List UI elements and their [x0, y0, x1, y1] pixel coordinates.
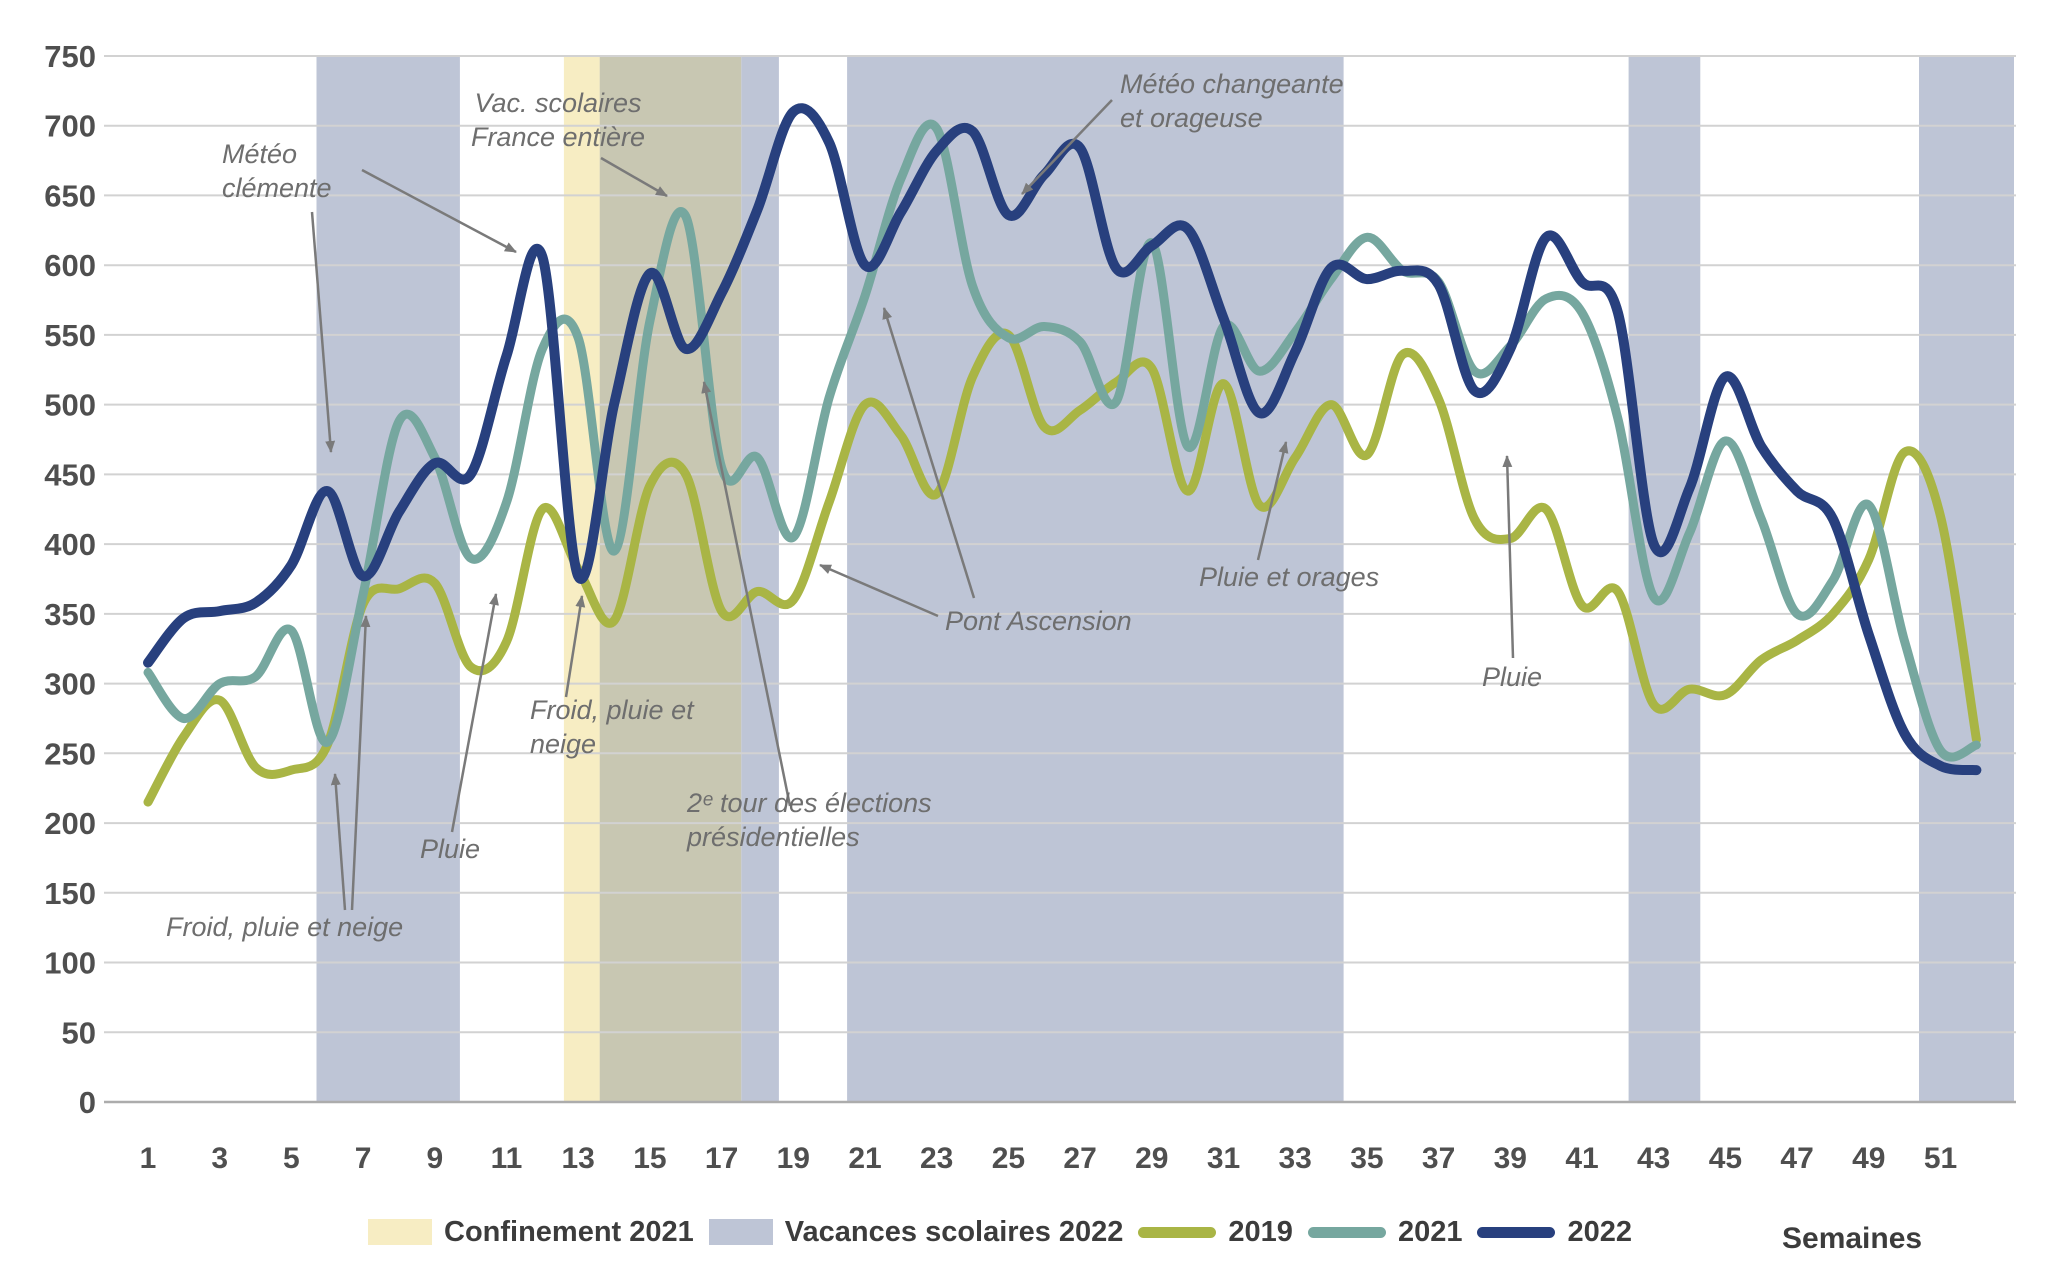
x-tick-label-9: 9 [426, 1142, 443, 1175]
x-tick-label-17: 17 [705, 1142, 738, 1175]
x-tick-label-1: 1 [140, 1142, 157, 1175]
x-tick-label-3: 3 [211, 1142, 228, 1175]
legend-item-legend-vacances-scolaires-2022: Vacances scolaires 2022 [708, 1215, 1124, 1249]
annotation-arrow-pont-ascension-2 [882, 307, 976, 599]
x-tick-label-31: 31 [1207, 1142, 1240, 1175]
y-tick-label-350: 350 [44, 597, 96, 632]
y-tick-label-750: 750 [44, 39, 96, 74]
annotation-text-vac-scolaires-france-entiere: Vac. scolaires France entière [471, 88, 645, 152]
x-tick-label-51: 51 [1924, 1142, 1957, 1175]
y-tick-label-700: 700 [44, 109, 96, 144]
x-tick-label-37: 37 [1422, 1142, 1455, 1175]
band-confinement-vacances-overlap [599, 56, 742, 1102]
legend-line-sample [1307, 1226, 1386, 1238]
x-tick-label-5: 5 [283, 1142, 300, 1175]
y-tick-label-250: 250 [44, 736, 96, 771]
annotation-text-meteo-clemente: Météo clémente [222, 139, 332, 203]
annotation-text-meteo-changeante-et-orageuse: Météo changeante et orageuse [1120, 69, 1344, 133]
y-tick-label-50: 50 [62, 1015, 96, 1050]
x-tick-label-47: 47 [1780, 1142, 1813, 1175]
annotation-arrow-meteo-clemente-1 [310, 211, 336, 453]
annotation-arrow-pont-ascension-1 [819, 563, 939, 618]
x-tick-label-25: 25 [992, 1142, 1025, 1175]
x-tick-label-7: 7 [355, 1142, 372, 1175]
annotation-arrow-second-tour-elections-presidentielles [701, 381, 792, 807]
y-tick-label-0: 0 [79, 1085, 96, 1120]
x-tick-label-29: 29 [1135, 1142, 1168, 1175]
legend-item-legend-confinement-2021: Confinement 2021 [368, 1216, 694, 1249]
x-tick-label-49: 49 [1852, 1142, 1885, 1175]
series-layer [143, 103, 1982, 807]
annotation-arrow-pluie-2 [1502, 455, 1515, 659]
x-tick-label-35: 35 [1350, 1142, 1383, 1175]
x-axis-labels: 1 3 5 7 9 11 13 15 17 19 21 23 25 27 29 31 33 35 37 39 41 43 4… [140, 1142, 1958, 1175]
y-tick-label-650: 650 [44, 178, 96, 213]
y-tick-label-300: 300 [44, 667, 96, 702]
x-tick-label-41: 41 [1565, 1142, 1598, 1175]
annotations-layer: Météo clémente Vac. scolaires France entièr… [166, 69, 1542, 942]
legend-color-swatch [368, 1219, 432, 1245]
x-tick-label-15: 15 [633, 1142, 666, 1175]
x-tick-label-19: 19 [777, 1142, 810, 1175]
y-tick-label-400: 400 [44, 527, 96, 562]
legend-item-legend-2019: 2019 [1138, 1216, 1293, 1249]
series-line-2021 [143, 119, 1981, 762]
x-tick-label-45: 45 [1709, 1142, 1742, 1175]
series-line-2022 [143, 103, 1982, 776]
y-tick-label-450: 450 [44, 457, 96, 492]
band-vacances-ete [847, 56, 1344, 1102]
annotation-text-pluie-2: Pluie [1482, 662, 1542, 692]
bands-layer [316, 56, 2014, 1102]
x-tick-label-33: 33 [1279, 1142, 1312, 1175]
legend-label: 2021 [1397, 1215, 1463, 1248]
legend-label: 2022 [1567, 1215, 1632, 1248]
annotation-arrow-vac-scolaires-france-entiere [600, 156, 668, 198]
annotation-arrow-froid-pluie-et-neige-2 [564, 595, 586, 698]
x-tick-label-13: 13 [562, 1142, 595, 1175]
y-tick-label-600: 600 [44, 248, 96, 283]
legend-item-legend-2022: 2022 [1477, 1216, 1632, 1249]
legend-item-legend-2021: 2021 [1307, 1215, 1463, 1249]
annotation-arrow-froid-pluie-et-neige-1-1 [330, 773, 347, 911]
annotation-arrow-pluie-et-orages [1256, 441, 1289, 561]
x-tick-label-27: 27 [1063, 1142, 1096, 1175]
legend-color-swatch [708, 1219, 773, 1245]
legend-line-sample [1477, 1226, 1556, 1238]
y-tick-label-500: 500 [44, 388, 96, 423]
y-tick-label-200: 200 [44, 806, 96, 841]
y-tick-label-150: 150 [44, 876, 96, 911]
gridlines-layer [104, 55, 2016, 1104]
x-tick-label-39: 39 [1494, 1142, 1527, 1175]
series-line-2019 [143, 328, 1981, 807]
x-axis-title: Semaines [1782, 1222, 1923, 1255]
x-tick-label-21: 21 [848, 1142, 881, 1175]
annotation-text-pont-ascension: Pont Ascension [945, 606, 1132, 636]
annotation-arrow-froid-pluie-et-neige-1-2 [350, 615, 371, 911]
x-tick-label-43: 43 [1637, 1142, 1670, 1175]
legend-label: Confinement 2021 [444, 1215, 694, 1248]
annotation-text-pluie-1: Pluie [420, 834, 480, 864]
annotation-text-froid-pluie-et-neige-1: Froid, pluie et neige [166, 912, 403, 942]
annotation-arrow-pluie-1 [450, 593, 499, 833]
x-tick-label-23: 23 [920, 1142, 953, 1175]
x-tick-label-11: 11 [491, 1142, 523, 1175]
annotation-arrow-meteo-changeante-et-orageuse [1021, 99, 1113, 195]
y-tick-label-100: 100 [44, 946, 96, 981]
band-vacances-toussaint [1628, 56, 1701, 1102]
legend-label: Vacances scolaires 2022 [784, 1215, 1124, 1248]
chart-legend: Confinement 2021 Vacances scolaires 2022 2… [368, 1210, 1632, 1254]
band-vacances-hiver [316, 56, 460, 1102]
annotation-text-second-tour-elections-presidentielles: 2ᵉ tour des élections présidentielles [686, 788, 932, 852]
band-vacances-noel [1919, 56, 2014, 1102]
annotation-arrow-meteo-clemente-2 [361, 168, 517, 254]
annotation-text-froid-pluie-et-neige-2: Froid, pluie et neige [530, 695, 695, 759]
legend-line-sample [1138, 1226, 1217, 1238]
annotation-text-pluie-et-orages: Pluie et orages [1199, 562, 1379, 592]
y-tick-label-550: 550 [44, 318, 96, 353]
y-axis-labels: 0 50 100 150 200 250 300 350 400 450 500 550 600 650 7… [44, 39, 96, 1120]
legend-label: 2019 [1228, 1215, 1293, 1248]
